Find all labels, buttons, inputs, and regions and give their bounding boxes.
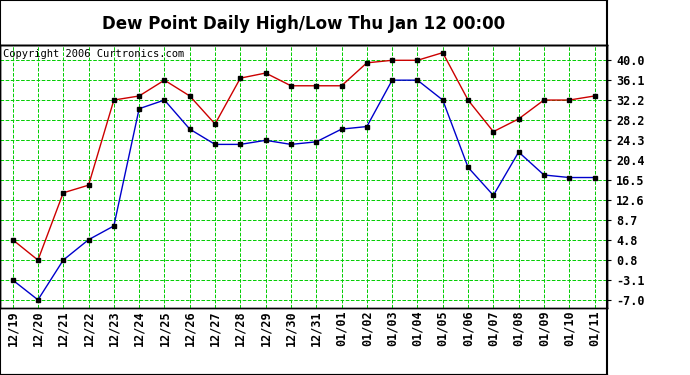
- Text: 12/21: 12/21: [57, 311, 70, 346]
- Text: 01/03: 01/03: [386, 311, 399, 346]
- Text: Copyright 2006 Curtronics.com: Copyright 2006 Curtronics.com: [3, 49, 184, 59]
- Text: 12/25: 12/25: [158, 311, 171, 346]
- Text: 12/27: 12/27: [208, 311, 221, 346]
- Text: 01/11: 01/11: [588, 311, 601, 346]
- Text: 12/28: 12/28: [234, 311, 247, 346]
- Text: 01/09: 01/09: [538, 311, 551, 346]
- Text: 01/08: 01/08: [512, 311, 525, 346]
- Text: 01/02: 01/02: [360, 311, 373, 346]
- Text: 12/30: 12/30: [284, 311, 297, 346]
- Text: 12/20: 12/20: [32, 311, 44, 346]
- Text: 01/10: 01/10: [563, 311, 575, 346]
- Text: Dew Point Daily High/Low Thu Jan 12 00:00: Dew Point Daily High/Low Thu Jan 12 00:0…: [102, 15, 505, 33]
- Text: 12/19: 12/19: [6, 311, 19, 346]
- Text: 12/22: 12/22: [82, 311, 95, 346]
- Text: 12/29: 12/29: [259, 311, 272, 346]
- Text: 12/23: 12/23: [108, 311, 120, 346]
- Text: 01/04: 01/04: [411, 311, 424, 346]
- Text: 01/01: 01/01: [335, 311, 348, 346]
- Text: 12/31: 12/31: [310, 311, 323, 346]
- Text: 12/26: 12/26: [184, 311, 196, 346]
- Text: 01/05: 01/05: [436, 311, 449, 346]
- Text: 01/07: 01/07: [487, 311, 500, 346]
- Text: 01/06: 01/06: [462, 311, 475, 346]
- Text: 12/24: 12/24: [132, 311, 146, 346]
